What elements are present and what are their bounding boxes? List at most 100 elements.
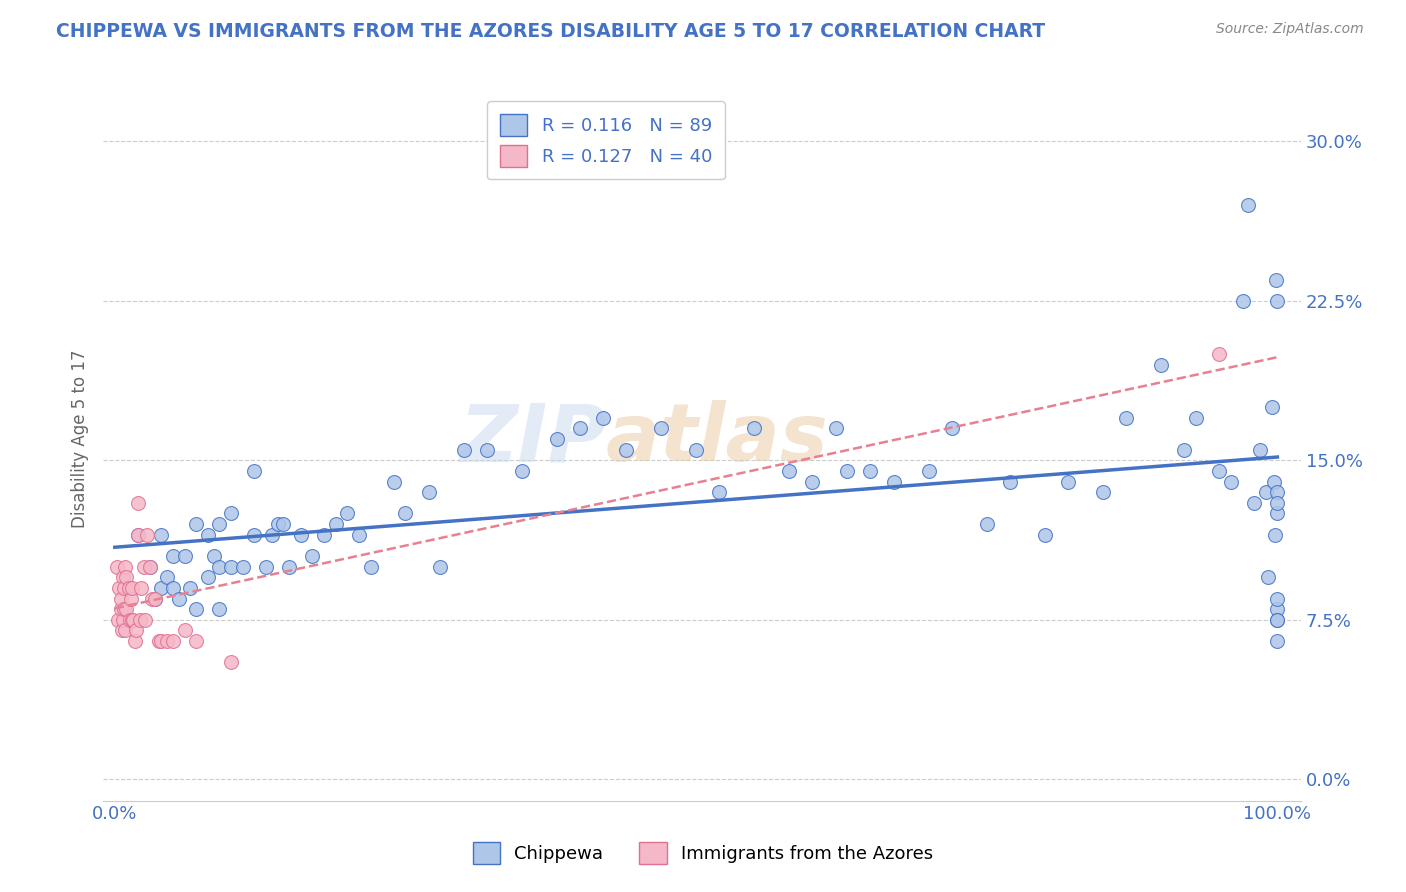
Point bbox=[1267, 613, 1289, 627]
Point bbox=[1267, 613, 1289, 627]
Point bbox=[1257, 570, 1279, 584]
Point bbox=[382, 475, 405, 489]
Point bbox=[173, 624, 195, 638]
Point bbox=[219, 507, 242, 521]
Y-axis label: Disability Age 5 to 17: Disability Age 5 to 17 bbox=[72, 350, 89, 528]
Point bbox=[219, 559, 242, 574]
Point bbox=[301, 549, 323, 563]
Point bbox=[118, 613, 141, 627]
Point bbox=[112, 602, 135, 616]
Point bbox=[312, 527, 335, 541]
Point bbox=[150, 634, 173, 648]
Point bbox=[167, 591, 190, 606]
Point bbox=[150, 527, 173, 541]
Point bbox=[1267, 293, 1289, 308]
Point bbox=[278, 559, 301, 574]
Point bbox=[127, 527, 149, 541]
Point bbox=[510, 464, 533, 478]
Point bbox=[107, 613, 129, 627]
Point bbox=[141, 591, 163, 606]
Point bbox=[1267, 496, 1289, 510]
Point bbox=[614, 442, 637, 457]
Point bbox=[1267, 602, 1289, 616]
Point bbox=[162, 549, 184, 563]
Point bbox=[173, 549, 195, 563]
Point bbox=[592, 410, 614, 425]
Point bbox=[801, 475, 824, 489]
Point bbox=[1254, 485, 1277, 500]
Point bbox=[1243, 496, 1265, 510]
Point bbox=[138, 559, 160, 574]
Point bbox=[115, 570, 138, 584]
Text: CHIPPEWA VS IMMIGRANTS FROM THE AZORES DISABILITY AGE 5 TO 17 CORRELATION CHART: CHIPPEWA VS IMMIGRANTS FROM THE AZORES D… bbox=[56, 22, 1046, 41]
Point bbox=[111, 570, 134, 584]
Point bbox=[273, 517, 295, 532]
Text: atlas: atlas bbox=[606, 400, 828, 478]
Point bbox=[232, 559, 254, 574]
Point bbox=[115, 602, 138, 616]
Point bbox=[186, 634, 208, 648]
Point bbox=[1267, 591, 1289, 606]
Point bbox=[1249, 442, 1271, 457]
Point bbox=[131, 581, 153, 595]
Point bbox=[121, 613, 143, 627]
Point bbox=[108, 581, 131, 595]
Point bbox=[650, 421, 672, 435]
Point bbox=[208, 602, 231, 616]
Point bbox=[1267, 485, 1289, 500]
Point bbox=[1115, 410, 1137, 425]
Point bbox=[976, 517, 998, 532]
Point bbox=[114, 559, 136, 574]
Point bbox=[162, 581, 184, 595]
Point bbox=[837, 464, 859, 478]
Point bbox=[1185, 410, 1208, 425]
Text: Source: ZipAtlas.com: Source: ZipAtlas.com bbox=[1216, 22, 1364, 37]
Point bbox=[1091, 485, 1114, 500]
Point bbox=[1208, 347, 1230, 361]
Point bbox=[1150, 358, 1173, 372]
Point bbox=[118, 581, 141, 595]
Point bbox=[290, 527, 312, 541]
Point bbox=[136, 527, 159, 541]
Legend: R = 0.116   N = 89, R = 0.127   N = 40: R = 0.116 N = 89, R = 0.127 N = 40 bbox=[488, 101, 724, 179]
Point bbox=[429, 559, 451, 574]
Point bbox=[197, 570, 219, 584]
Point bbox=[111, 624, 134, 638]
Point bbox=[1219, 475, 1241, 489]
Point bbox=[145, 591, 167, 606]
Point bbox=[778, 464, 800, 478]
Point bbox=[336, 507, 359, 521]
Point bbox=[260, 527, 283, 541]
Point bbox=[266, 517, 288, 532]
Point bbox=[685, 442, 707, 457]
Point bbox=[105, 559, 128, 574]
Point bbox=[156, 570, 179, 584]
Point bbox=[883, 475, 905, 489]
Point bbox=[132, 559, 155, 574]
Point bbox=[208, 559, 231, 574]
Point bbox=[112, 581, 135, 595]
Point bbox=[1260, 400, 1282, 414]
Point bbox=[1232, 293, 1254, 308]
Point bbox=[1033, 527, 1056, 541]
Point bbox=[325, 517, 347, 532]
Point bbox=[111, 613, 134, 627]
Point bbox=[186, 517, 208, 532]
Point bbox=[1263, 475, 1285, 489]
Point bbox=[127, 496, 149, 510]
Point bbox=[156, 634, 179, 648]
Point bbox=[114, 624, 136, 638]
Point bbox=[110, 602, 132, 616]
Point bbox=[150, 581, 173, 595]
Point bbox=[127, 527, 149, 541]
Point bbox=[418, 485, 440, 500]
Point bbox=[179, 581, 201, 595]
Point bbox=[453, 442, 475, 457]
Point bbox=[202, 549, 225, 563]
Point bbox=[243, 527, 266, 541]
Point bbox=[138, 559, 160, 574]
Point bbox=[1237, 198, 1260, 212]
Point bbox=[1267, 507, 1289, 521]
Point bbox=[360, 559, 382, 574]
Point bbox=[394, 507, 416, 521]
